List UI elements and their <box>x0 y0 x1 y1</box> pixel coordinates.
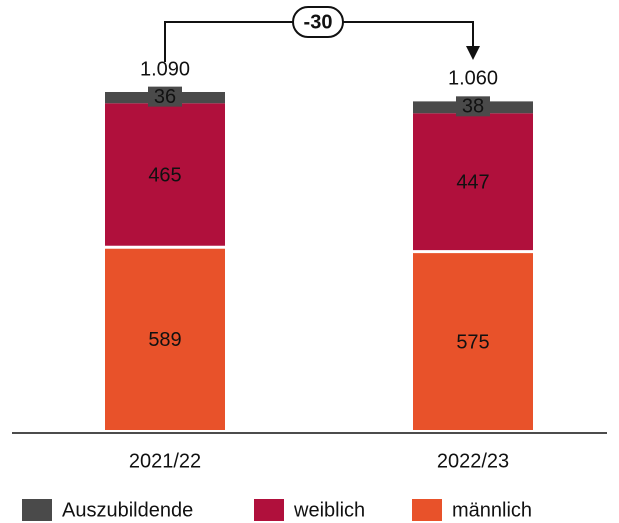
value-label: 575 <box>456 331 489 353</box>
legend-swatch <box>254 499 284 521</box>
bar-segment <box>105 248 225 430</box>
legend-label: Auszubildende <box>62 499 193 521</box>
value-label: 465 <box>148 164 181 186</box>
bar-segment <box>413 113 533 251</box>
bar-segment <box>105 103 225 246</box>
legend-swatch <box>22 499 52 521</box>
value-label: 447 <box>456 171 489 193</box>
legend-label: männlich <box>452 499 532 521</box>
x-tick-label: 2022/23 <box>437 450 509 472</box>
total-label: 1.090 <box>140 58 190 80</box>
value-label-box <box>148 86 182 107</box>
value-label-box <box>456 96 490 117</box>
difference-badge <box>292 6 344 38</box>
difference-label: -30 <box>304 11 333 33</box>
value-label: 589 <box>148 329 181 351</box>
bar-segment <box>413 253 533 430</box>
legend-label: weiblich <box>293 499 365 521</box>
legend-swatch <box>412 499 442 521</box>
total-label: 1.060 <box>448 68 498 90</box>
value-label: 38 <box>462 96 484 118</box>
value-label: 36 <box>154 86 176 108</box>
x-tick-label: 2021/22 <box>129 450 201 472</box>
difference-bracket <box>164 21 474 62</box>
difference-arrow <box>466 46 480 60</box>
